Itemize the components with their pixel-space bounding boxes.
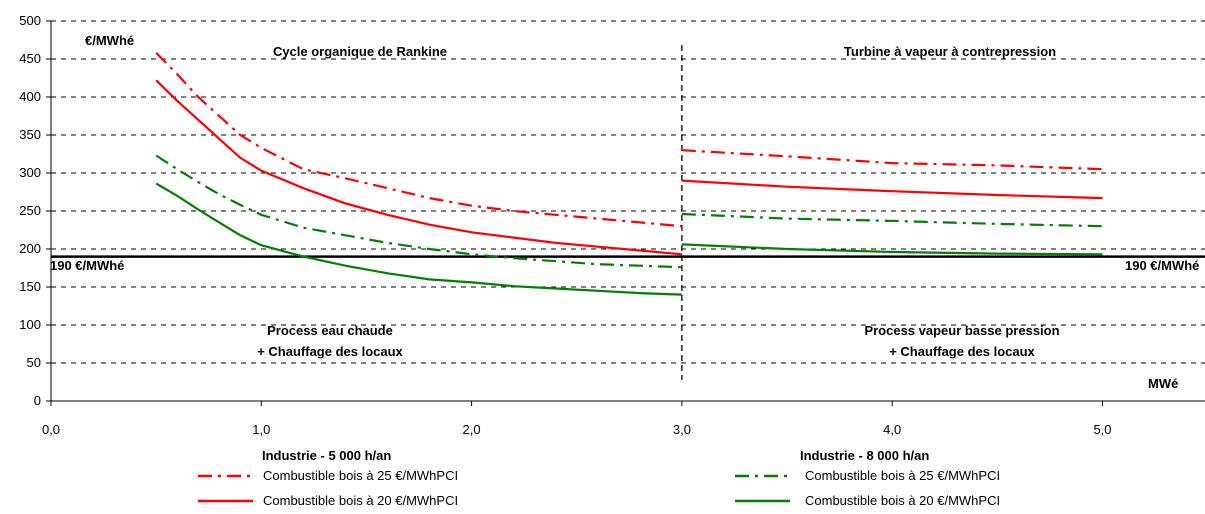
section-title-left: Cycle organique de Rankine [273,44,447,59]
y-tick-label: 350 [19,127,41,142]
x-unit-label: MWé [1148,376,1178,391]
x-tick-label: 5,0 [1093,422,1111,437]
axes [46,20,1205,406]
legend-item-label: Combustible bois à 25 €/MWhPCI [263,468,458,483]
legend-title-right: Industrie - 8 000 h/an [800,448,929,463]
annotation-left-line1: Process eau chaude [267,323,393,338]
y-tick-label: 0 [34,393,41,408]
threshold-label-left: 190 €/MWhé [50,258,124,273]
gridlines [51,20,1205,380]
series-line [155,79,682,256]
series-line [681,243,1103,256]
legend: Industrie - 5 000 h/an Industrie - 8 000… [198,448,1000,508]
series-line [155,154,682,269]
y-tick-label: 250 [19,203,41,218]
series-line [681,149,1103,171]
y-tick-labels: 0 50 100 150 200 250 300 350 400 450 500 [19,13,41,408]
y-tick-label: 150 [19,279,41,294]
x-tick-label: 3,0 [673,422,691,437]
y-tick-label: 450 [19,51,41,66]
legend-item-label: Combustible bois à 25 €/MWhPCI [805,468,1000,483]
y-tick-label: 400 [19,89,41,104]
x-tick-label: 2,0 [463,422,481,437]
x-tick-label: 1,0 [252,422,270,437]
x-tick-label: 4,0 [883,422,901,437]
series-line [681,212,1103,228]
y-tick-label: 300 [19,165,41,180]
legend-item-label: Combustible bois à 20 €/MWhPCI [805,493,1000,508]
annotation-right-line2: + Chauffage des locaux [889,344,1035,359]
section-title-right: Turbine à vapeur à contrepression [844,44,1056,59]
y-tick-label: 50 [27,355,41,370]
y-tick-label: 100 [19,317,41,332]
series-line [155,182,682,296]
x-tick-labels: 0,0 1,0 2,0 3,0 4,0 5,0 [42,422,1112,437]
series-lines [155,52,1103,296]
annotation-left-line2: + Chauffage des locaux [257,344,403,359]
x-tick-label: 0,0 [42,422,60,437]
annotation-right-line1: Process vapeur basse pression [864,323,1059,338]
threshold-label-right: 190 €/MWhé [1125,258,1199,273]
y-tick-label: 200 [19,241,41,256]
y-tick-label: 500 [19,13,41,28]
y-unit-label: €/MWhé [85,33,134,48]
legend-title-left: Industrie - 5 000 h/an [262,448,391,463]
legend-item-label: Combustible bois à 20 €/MWhPCI [263,493,458,508]
chart-text: €/MWhé MWé Cycle organique de Rankine Tu… [50,33,1199,391]
series-line [681,179,1103,200]
series-line [155,52,682,228]
